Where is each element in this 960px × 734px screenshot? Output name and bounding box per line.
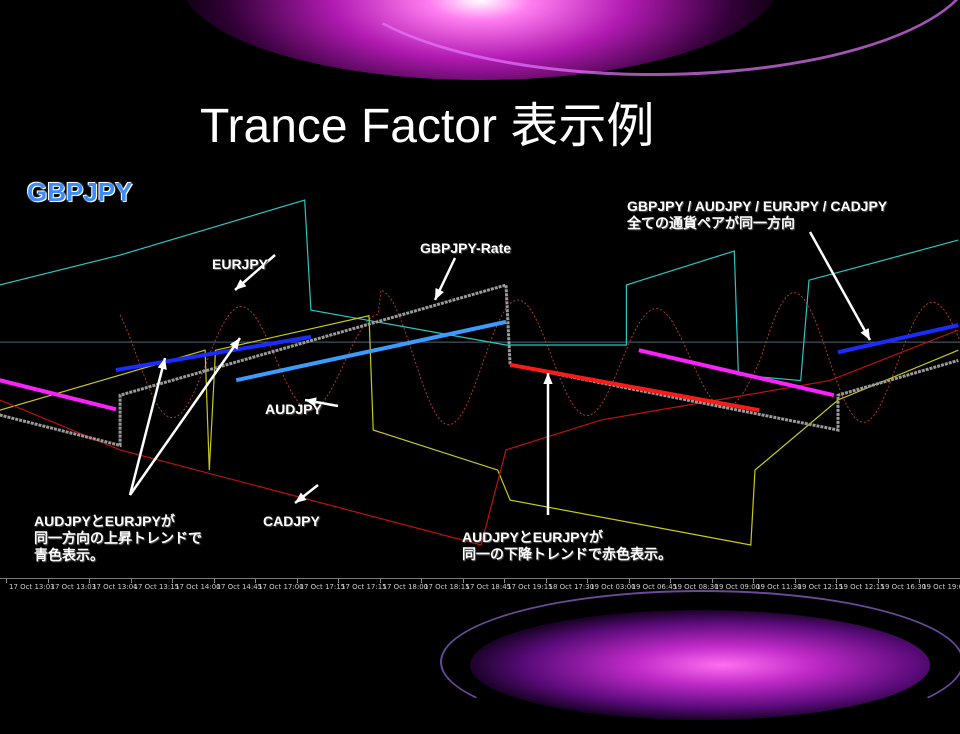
slide-title: Trance Factor 表示例 bbox=[200, 100, 655, 153]
x-tick-label: 17 Oct 17:00 bbox=[255, 579, 304, 591]
x-tick-label: 17 Oct 13:15 bbox=[130, 579, 180, 591]
annotation-arrow bbox=[128, 337, 242, 496]
label-gbpjpy-rate: GBPJPY-Rate bbox=[420, 240, 512, 256]
symbol-label: GBPJPY bbox=[27, 177, 133, 207]
annotation-arrow bbox=[128, 357, 167, 496]
label-eurjpy: EURJPY bbox=[212, 256, 269, 272]
annotation-uptrend-line3: 青色表示。 bbox=[34, 547, 104, 563]
x-tick-label: 17 Oct 14:45 bbox=[213, 579, 263, 591]
annotation-uptrend-line1: AUDJPYとEURJPYが bbox=[34, 513, 175, 529]
x-tick-label: 19 Oct 08:30 bbox=[670, 579, 719, 591]
trend-segment-neutral bbox=[638, 348, 835, 398]
annotation-downtrend-line1: AUDJPYとEURJPYが bbox=[462, 529, 603, 545]
trend-segment-up bbox=[115, 334, 312, 373]
annotation-all-pairs: GBPJPY / AUDJPY / EURJPY / CADJPY 全ての通貨ペ… bbox=[627, 198, 887, 232]
series-cadjpy bbox=[0, 329, 959, 546]
annotation-uptrend-line2: 同一方向の上昇トレンドで bbox=[34, 530, 202, 546]
x-tick-label: 19 Oct 12:15 bbox=[794, 579, 844, 591]
x-tick-label: 19 Oct 16:30 bbox=[877, 579, 927, 591]
x-tick-label: 17 Oct 14:00 bbox=[172, 579, 221, 591]
oscillator-line bbox=[119, 289, 960, 426]
x-tick-label: 17 Oct 17:15 bbox=[338, 579, 387, 591]
x-tick-label: 19 Oct 09:00 bbox=[711, 579, 761, 591]
trend-segment-neutral bbox=[0, 378, 117, 412]
arrow-head bbox=[543, 373, 553, 385]
x-tick-label: 17 Oct 18:15 bbox=[421, 579, 470, 591]
arrow-head bbox=[235, 279, 247, 290]
decorative-ring-bottom bbox=[440, 590, 960, 734]
x-tick-label: 19 Oct 19:00 bbox=[919, 579, 960, 591]
arrow-head bbox=[435, 288, 444, 300]
arrow-head bbox=[305, 397, 317, 407]
annotation-all-pairs-line1: GBPJPY / AUDJPY / EURJPY / CADJPY bbox=[627, 198, 888, 214]
annotation-uptrend: AUDJPYとEURJPYが 同一方向の上昇トレンドで 青色表示。 bbox=[34, 513, 202, 564]
x-tick-label: 17 Oct 19:15 bbox=[504, 579, 553, 591]
x-tick-label: 19 Oct 11:30 bbox=[753, 579, 802, 591]
x-tick-label: 17 Oct 18:00 bbox=[379, 579, 429, 591]
annotation-downtrend-line2: 同一の下降トレンドで赤色表示。 bbox=[462, 546, 672, 562]
arrow-head bbox=[157, 358, 167, 370]
x-tick-label: 17 Oct 13:04 bbox=[89, 579, 138, 591]
annotation-downtrend: AUDJPYとEURJPYが 同一の下降トレンドで赤色表示。 bbox=[462, 529, 672, 563]
x-tick-label: 17 Oct 18:45 bbox=[462, 579, 512, 591]
series-eurjpy bbox=[0, 199, 959, 382]
label-audjpy: AUDJPY bbox=[265, 401, 322, 417]
x-tick-label: 18 Oct 17:30 bbox=[545, 579, 595, 591]
annotation-arrow bbox=[808, 231, 872, 341]
x-tick-label: 19 Oct 03:00 bbox=[587, 579, 636, 591]
x-tick-label: 17 Oct 17:15 bbox=[296, 579, 346, 591]
x-tick-label: 19 Oct 12:15 bbox=[836, 579, 885, 591]
decorative-ring-top bbox=[330, 0, 960, 76]
decorative-disc-bottom bbox=[470, 610, 930, 720]
series-audjpy bbox=[0, 315, 959, 546]
arrow-head bbox=[860, 328, 870, 340]
trend-segment-up bbox=[837, 323, 959, 355]
x-tick-label: 17 Oct 13:03 bbox=[47, 579, 97, 591]
trend-segment-down bbox=[509, 362, 760, 413]
series-gbpjpy-rate bbox=[0, 283, 959, 448]
label-cadjpy: CADJPY bbox=[263, 513, 320, 529]
x-axis: 17 Oct 13:03 17 Oct 13:03 17 Oct 13:04 17 O… bbox=[0, 578, 960, 593]
annotation-all-pairs-line2: 全ての通貨ペアが同一方向 bbox=[627, 215, 795, 231]
arrow-head bbox=[229, 338, 240, 350]
trend-segment-up bbox=[235, 319, 507, 383]
x-tick-label: 19 Oct 06:45 bbox=[628, 579, 678, 591]
arrow-head bbox=[295, 492, 307, 503]
x-tick-label: 17 Oct 13:03 bbox=[6, 579, 55, 591]
